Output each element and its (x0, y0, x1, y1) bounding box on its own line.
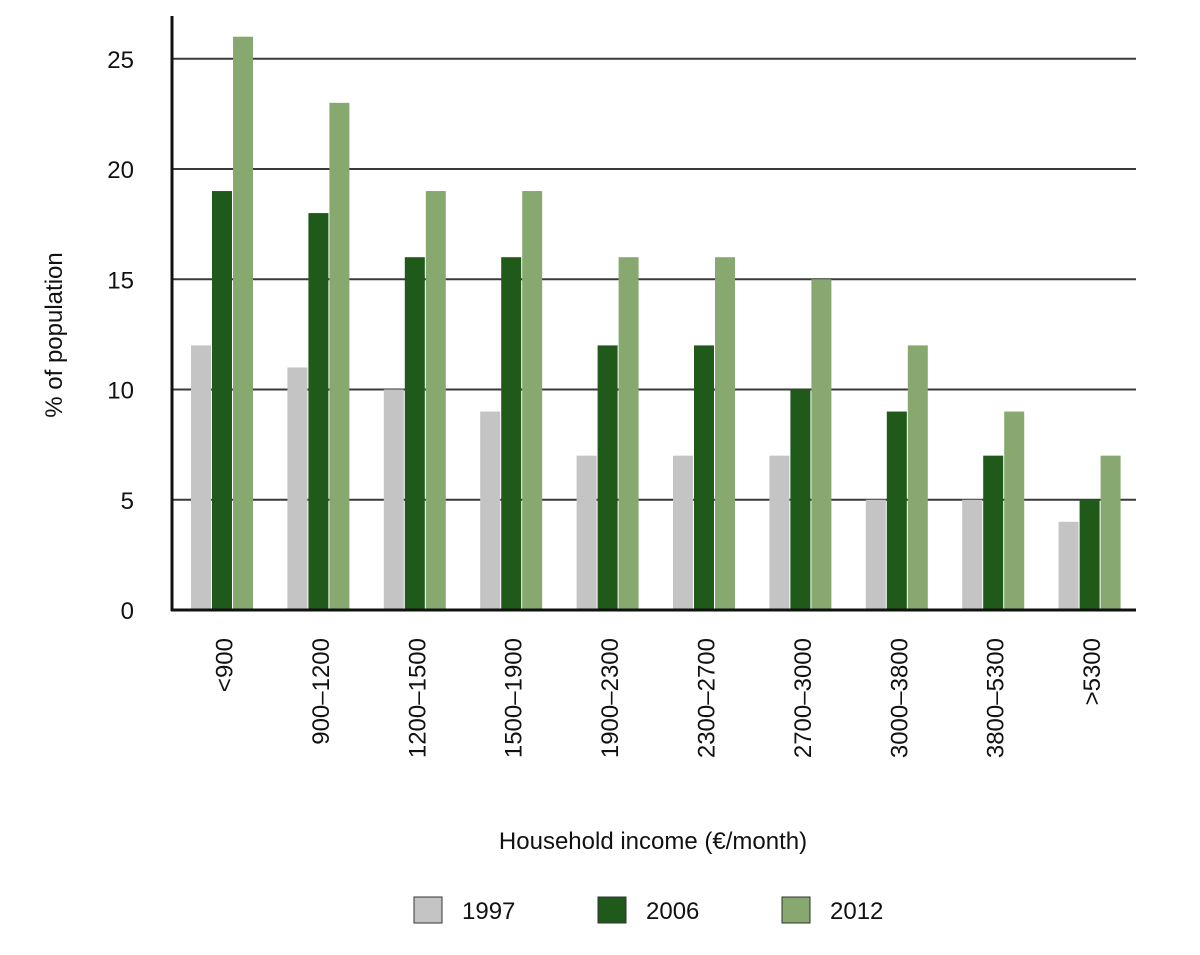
bar-2012 (522, 191, 543, 611)
bar-2012 (907, 345, 928, 610)
bar-2006 (404, 257, 425, 610)
bar-1997 (576, 455, 597, 610)
bar-2006 (1079, 499, 1100, 610)
bar-2012 (618, 257, 639, 610)
x-category-label: 2700–3000 (790, 638, 817, 758)
bar-2006 (983, 455, 1004, 610)
bar-2012 (425, 191, 446, 611)
bars (191, 36, 1121, 611)
bar-1997 (962, 499, 983, 610)
bar-2012 (1004, 411, 1025, 610)
y-tick-labels: 0 5 10 15 20 25 (107, 47, 134, 625)
y-tick-label: 25 (107, 47, 134, 74)
legend-swatch-2012 (781, 896, 811, 924)
bar-1997 (480, 411, 501, 610)
x-category-label: 1200–1500 (404, 638, 431, 758)
bar-2006 (212, 191, 232, 611)
bar-1997 (287, 367, 308, 610)
bar-2006 (597, 345, 618, 610)
bar-1997 (769, 455, 790, 610)
bar-1997 (383, 389, 404, 610)
x-axis-title: Household income (€/month) (499, 828, 807, 855)
x-category-label: 1900–2300 (597, 638, 624, 758)
bar-2012 (329, 102, 350, 610)
y-tick-label: 20 (107, 157, 134, 184)
y-axis-title: % of population (41, 252, 68, 417)
bar-2012 (1100, 455, 1121, 610)
x-category-label: <900 (212, 638, 239, 692)
x-category-labels: <900 900–1200 1200–1500 1500–1900 1900–2300 2… (212, 638, 1107, 758)
y-tick-label: 10 (107, 378, 134, 405)
x-category-label: 3000–3800 (886, 638, 913, 758)
axes (170, 16, 1136, 612)
x-category-label: 1500–1900 (501, 638, 528, 758)
legend-label: 2012 (830, 898, 883, 925)
legend-swatch-2006 (597, 896, 627, 924)
bar-1997 (191, 345, 211, 610)
legend-label: 1997 (462, 898, 515, 925)
x-category-label: >5300 (1079, 638, 1106, 705)
x-category-label: 3800–5300 (983, 638, 1010, 758)
bar-2006 (501, 257, 522, 610)
bar-1997 (1058, 521, 1079, 610)
y-tick-label: 5 (121, 488, 134, 515)
x-category-label: 2300–2700 (694, 638, 721, 758)
bar-2012 (811, 279, 832, 610)
legend: 1997 2006 2012 (413, 896, 883, 925)
bar-2012 (715, 257, 735, 610)
bar-2006 (694, 345, 714, 610)
bar-1997 (865, 499, 886, 610)
y-tick-label: 15 (107, 267, 134, 294)
legend-label: 2006 (646, 898, 699, 925)
y-tick-label: 0 (121, 598, 134, 625)
bar-2006 (790, 389, 811, 610)
bar-2006 (886, 411, 907, 610)
bar-1997 (673, 455, 693, 610)
bar-2012 (233, 36, 253, 610)
legend-swatch-1997 (413, 896, 443, 924)
x-category-label: 900–1200 (308, 638, 335, 745)
bar-2006 (308, 213, 329, 610)
